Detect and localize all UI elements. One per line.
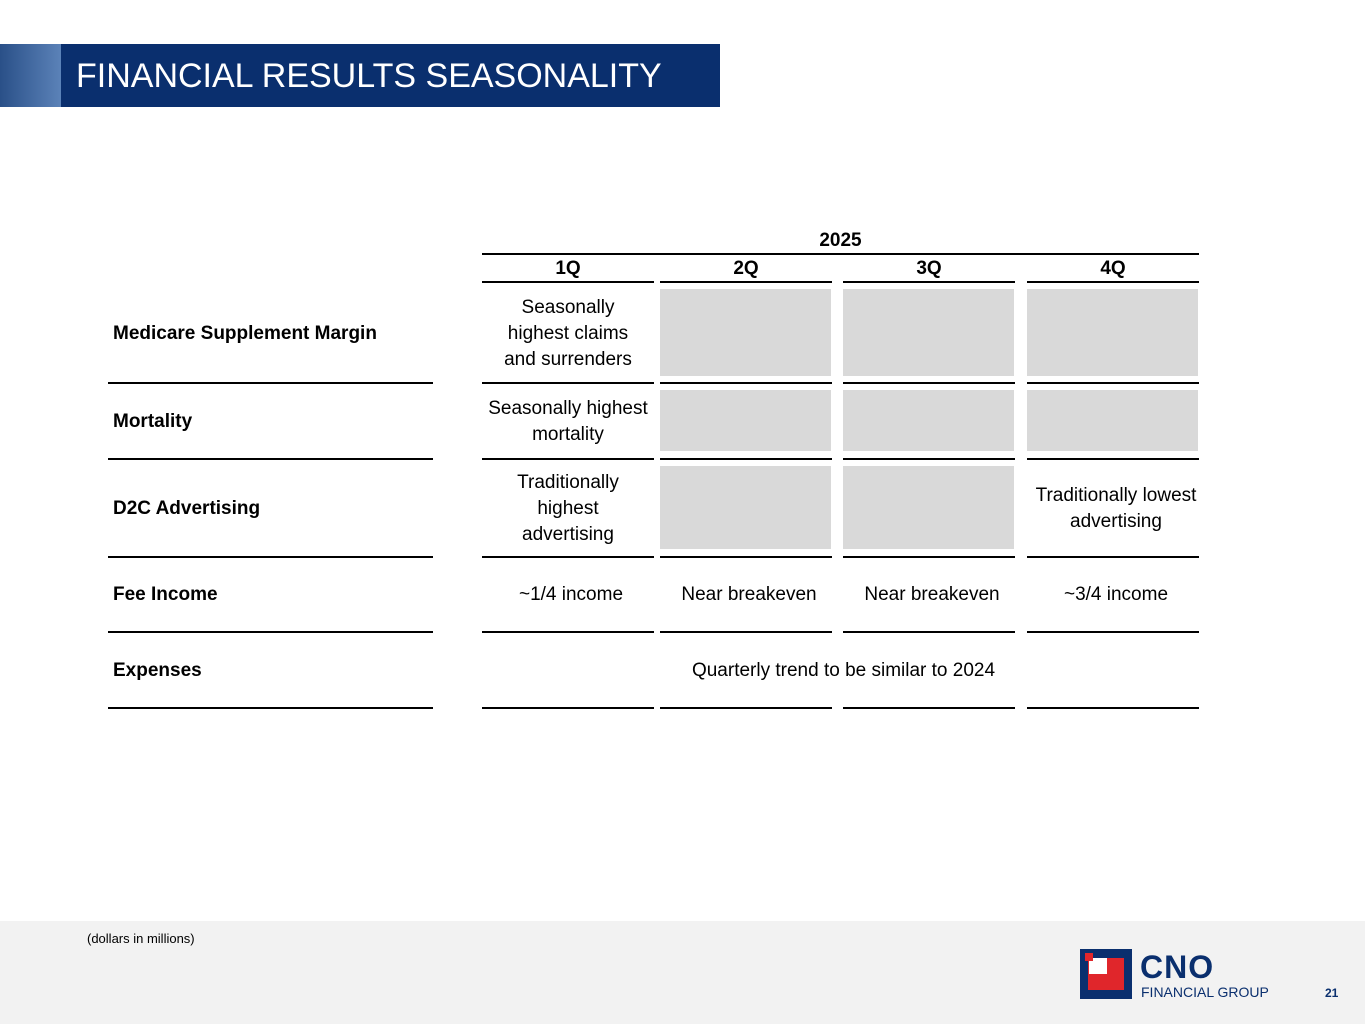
- cell-medicare-4q: [1027, 289, 1198, 376]
- footer: (dollars in millions) CNO FINANCIAL GROU…: [0, 921, 1365, 1024]
- logo-subtitle: FINANCIAL GROUP: [1141, 984, 1269, 1000]
- row-label-mortality: Mortality: [113, 410, 193, 432]
- quarter-header-3q: 3Q: [916, 258, 942, 279]
- header-underline-4q: [1027, 281, 1199, 283]
- footnote: (dollars in millions): [87, 931, 195, 946]
- row-label-d2c: D2C Advertising: [113, 497, 261, 519]
- header-underline-2q: [660, 281, 832, 283]
- cell-mortality-1q: Seasonally highest mortality: [488, 397, 648, 445]
- cell-d2c-4q: Traditionally lowest advertising: [1035, 484, 1197, 532]
- cell-d2c-3q: [843, 466, 1014, 549]
- row-label-fee-income: Fee Income: [113, 584, 218, 605]
- cell-medicare-3q: [843, 289, 1014, 376]
- quarter-header-1q: 1Q: [555, 258, 581, 279]
- cell-d2c-1q: Traditionally highest advertising: [517, 471, 619, 545]
- page-title: FINANCIAL RESULTS SEASONALITY: [76, 57, 662, 95]
- cell-fee-1q: ~1/4 income: [518, 584, 624, 605]
- cell-expenses-span: Quarterly trend to be similar to 2024: [691, 659, 996, 681]
- cell-mortality-2q: [660, 390, 831, 451]
- header-underline-3q: [843, 281, 1015, 283]
- quarter-header-4q: 4Q: [1100, 258, 1126, 279]
- cell-fee-3q: Near breakeven: [864, 584, 1000, 605]
- cell-d2c-2q: [660, 466, 831, 549]
- cell-medicare-2q: [660, 289, 831, 376]
- row-label-expenses: Expenses: [113, 659, 202, 681]
- cell-medicare-1q: Seasonally highest claims and surrenders: [504, 296, 632, 370]
- cell-fee-4q: ~3/4 income: [1063, 584, 1169, 605]
- year-underline: [482, 253, 1199, 255]
- title-accent-bar: [0, 44, 61, 107]
- page-number: 21: [1325, 986, 1339, 1000]
- cell-mortality-3q: [843, 390, 1014, 451]
- year-header: 2025: [819, 230, 862, 251]
- cell-mortality-4q: [1027, 390, 1198, 451]
- logo-name: CNO: [1140, 949, 1215, 985]
- cell-fee-2q: Near breakeven: [681, 584, 817, 605]
- cno-logo-icon: [1080, 949, 1132, 999]
- header-underline-1q: [482, 281, 654, 283]
- quarter-header-2q: 2Q: [733, 258, 759, 279]
- row-label-medicare: Medicare Supplement Margin: [113, 322, 377, 344]
- title-bar: FINANCIAL RESULTS SEASONALITY: [61, 44, 720, 107]
